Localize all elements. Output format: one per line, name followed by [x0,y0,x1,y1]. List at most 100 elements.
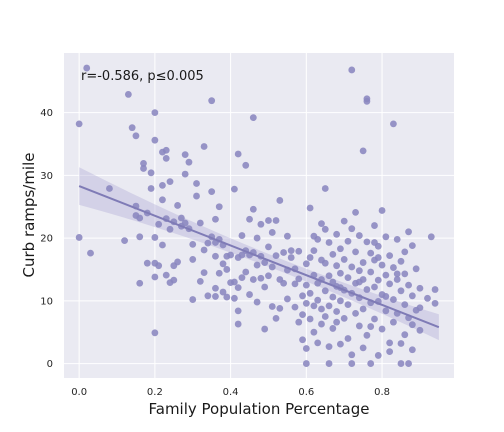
data-point [162,146,170,154]
data-point [352,309,359,317]
data-point [325,343,333,351]
data-point [340,256,348,263]
data-point [265,217,272,224]
data-point [371,222,378,229]
data-point [329,278,337,286]
data-point [261,259,269,266]
data-point [321,287,329,295]
data-point [136,233,144,241]
data-point [128,124,136,132]
data-point [189,240,197,248]
data-point [299,336,306,344]
data-point [374,254,382,261]
data-point [390,318,397,326]
data-point [302,345,310,352]
data-point [416,284,424,292]
data-point [302,360,310,367]
x-tick-labels: 0.0 0.2 0.4 0.6 0.8 [71,387,390,398]
data-point [359,147,367,155]
data-point [363,286,371,293]
data-point [310,232,318,240]
data-point [405,281,412,289]
data-point [367,268,375,276]
data-point [87,249,94,257]
data-point [329,293,337,301]
data-point [401,331,409,339]
data-point [181,170,189,178]
data-point [359,259,367,266]
data-point [386,339,394,347]
data-point [181,219,189,227]
data-point [348,225,356,233]
data-point [378,261,386,269]
data-point [318,320,325,328]
data-point [337,269,344,277]
data-point [359,344,367,352]
data-point [295,275,303,283]
data-point [140,165,147,172]
data-point [306,204,314,212]
data-point [302,281,310,289]
data-point [382,233,390,241]
data-point [200,246,208,254]
data-point [159,181,166,189]
data-point [340,314,348,322]
y-tick-labels: 0 10 20 30 40 [40,108,53,370]
data-point [249,114,257,122]
data-point [223,293,231,301]
data-point [249,205,257,213]
regression-line-path [78,185,440,329]
data-point [374,352,382,359]
data-point [249,276,257,283]
data-point [378,325,386,333]
data-point [397,257,405,265]
data-point [325,360,333,367]
data-point [200,269,208,276]
data-point [397,340,405,347]
regression-line [78,185,440,329]
data-point [238,251,246,259]
data-point [132,132,140,140]
data-point [310,247,318,255]
data-point [219,260,227,268]
data-point [136,279,144,287]
data-point [408,346,416,354]
data-point [325,272,333,280]
data-point [246,215,253,223]
y-tick-label: 0 [47,359,53,370]
data-point [382,307,390,315]
data-point [246,291,253,298]
data-point [291,280,299,288]
data-point [393,270,401,278]
data-point [321,313,329,320]
data-point [306,254,314,261]
data-point [325,302,333,310]
data-point [234,150,242,158]
data-point [337,245,344,253]
data-point [170,276,178,284]
data-point [314,296,322,304]
data-point [401,248,409,256]
data-point [181,151,189,159]
data-point [333,308,341,315]
data-point [212,215,219,223]
data-point [321,185,329,192]
data-point [371,239,378,246]
data-point [204,239,212,247]
data-point [287,254,295,261]
data-point [268,263,276,271]
data-point [348,360,356,367]
data-point [268,229,276,236]
data-point [265,272,272,280]
data-point [212,252,219,260]
data-point [151,234,159,241]
data-point [230,294,238,302]
data-point [287,247,295,255]
data-point [230,278,238,286]
data-point [299,311,306,319]
data-point [193,180,200,187]
data-point [416,326,424,334]
data-point [223,266,231,273]
data-point [321,259,329,267]
data-point [212,284,219,292]
